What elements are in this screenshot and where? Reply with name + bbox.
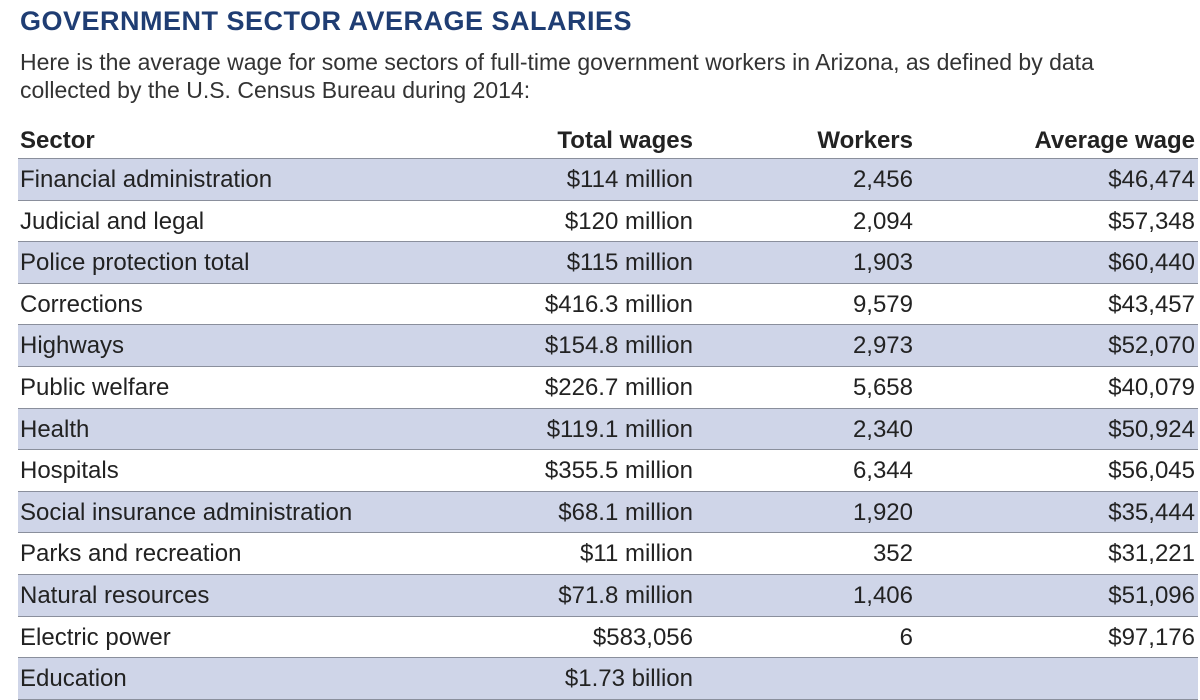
page-title: GOVERNMENT SECTOR AVERAGE SALARIES [20, 6, 633, 36]
table-row: Police protection total $115 million 1,903… [18, 242, 1198, 284]
cell-total-wages: $355.5 million [544, 457, 693, 485]
cell-total-wages: $1.73 billion [564, 665, 693, 693]
cell-total-wages: $71.8 million [558, 581, 693, 609]
table-header: Sector Total wages Workers Average wage [18, 120, 1198, 159]
table-row: Social insurance administration $68.1 mil… [18, 491, 1198, 534]
cell-average-wage: $40,079 [1108, 373, 1195, 401]
cell-sector: Education [20, 665, 127, 693]
cell-workers: 9,579 [852, 290, 913, 318]
cell-total-wages: $119.1 million [546, 415, 693, 443]
table-row: Judicial and legal $120 million 2,094 $57,3… [18, 201, 1198, 243]
header-workers: Workers [817, 127, 913, 154]
cell-total-wages: $226.7 million [544, 373, 693, 401]
cell-workers: 2,456 [852, 166, 913, 193]
cell-average-wage: $97,176 [1108, 623, 1195, 651]
cell-average-wage: $56,045 [1108, 457, 1195, 485]
cell-workers: 2,340 [852, 415, 913, 443]
cell-workers: 1,920 [852, 498, 913, 526]
table-row: Parks and recreation $11 million 352 $31,22… [18, 533, 1198, 575]
cell-total-wages: $154.8 million [544, 332, 693, 360]
cell-average-wage: $50,924 [1108, 415, 1195, 443]
cell-workers: 6,344 [852, 457, 913, 485]
cell-workers: 2,973 [852, 332, 913, 360]
cell-workers: 352 [872, 540, 913, 568]
cell-average-wage: $60,440 [1108, 249, 1195, 277]
cell-average-wage: $51,096 [1108, 581, 1195, 609]
cell-sector: Parks and recreation [20, 540, 242, 568]
header-average-wage: Average wage [1034, 127, 1195, 154]
cell-sector: Electric power [20, 623, 171, 651]
cell-total-wages: $68.1 million [558, 498, 693, 526]
cell-sector: Judicial and legal [20, 207, 205, 235]
cell-total-wages: $115 million [566, 249, 693, 277]
table-row: Corrections $416.3 million 9,579 $43,457 [18, 284, 1198, 326]
cell-average-wage: $46,474 [1108, 166, 1195, 193]
table-row: Hospitals $355.5 million 6,344 $56,045 [18, 450, 1198, 492]
cell-average-wage: $52,070 [1108, 332, 1195, 360]
cell-workers: 6 [899, 623, 913, 651]
cell-average-wage: $43,457 [1108, 290, 1195, 318]
cell-sector: Natural resources [20, 581, 210, 609]
table-row: Natural resources $71.8 million 1,406 $51,0… [18, 574, 1198, 617]
cell-sector: Police protection total [20, 249, 250, 277]
table-row: Highways $154.8 million 2,973 $52,070 [18, 325, 1198, 367]
cell-total-wages: $583,056 [592, 623, 693, 651]
cell-total-wages: $416.3 million [544, 290, 693, 318]
cell-workers: 1,406 [852, 581, 913, 609]
header-total-wages: Total wages [557, 127, 693, 154]
cell-average-wage: $35,444 [1108, 498, 1195, 526]
cell-sector: Public welfare [20, 373, 170, 401]
table-row: Education $1.73 billion [18, 658, 1198, 700]
header-sector: Sector [20, 127, 95, 154]
cell-sector: Health [20, 415, 90, 443]
salary-table: Sector Total wages Workers Average wage … [18, 120, 1198, 700]
table-row: Public welfare $226.7 million 5,658 $40,079 [18, 367, 1198, 409]
cell-workers: 5,658 [852, 373, 913, 401]
cell-sector: Corrections [20, 290, 143, 318]
cell-average-wage: $57,348 [1108, 207, 1195, 235]
cell-total-wages: $11 million [580, 540, 693, 568]
cell-sector: Hospitals [20, 457, 119, 485]
table-row: Financial administration $114 million 2,45… [18, 159, 1198, 201]
cell-total-wages: $114 million [566, 166, 693, 193]
cell-workers: 2,094 [852, 207, 913, 235]
subtitle: Here is the average wage for some sector… [20, 49, 1094, 103]
cell-workers: 1,903 [852, 249, 913, 277]
table-row: Health $119.1 million 2,340 $50,924 [18, 408, 1198, 451]
cell-sector: Social insurance administration [20, 498, 353, 526]
cell-sector: Highways [20, 332, 125, 360]
table-row: Electric power $583,056 6 $97,176 [18, 617, 1198, 659]
cell-total-wages: $120 million [564, 207, 693, 235]
cell-sector: Financial administration [20, 166, 273, 193]
cell-average-wage: $31,221 [1108, 540, 1195, 568]
